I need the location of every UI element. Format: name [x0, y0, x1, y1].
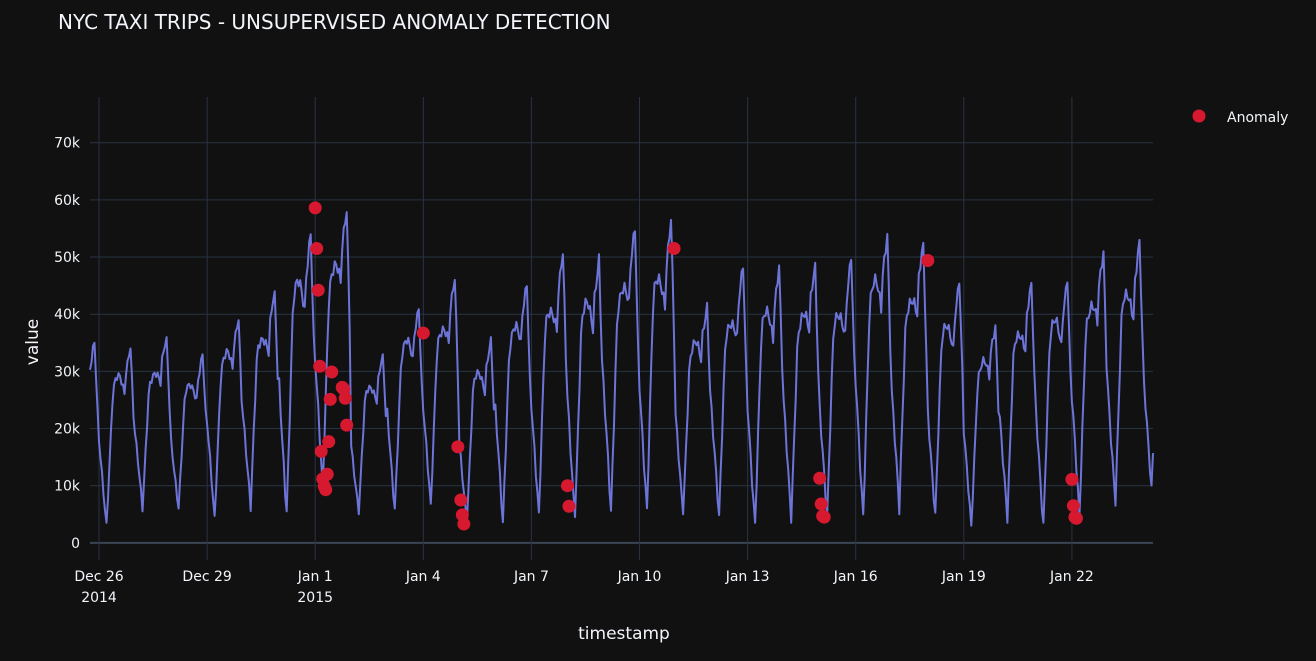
x-tick-label: Jan 10 — [617, 569, 662, 585]
x-tick-year-label: 2015 — [297, 590, 333, 606]
legend-anomaly-marker — [1192, 109, 1206, 123]
series-line — [89, 211, 1154, 527]
anomaly-point — [457, 517, 471, 531]
grid — [90, 97, 1153, 560]
y-tick-label: 10k — [54, 479, 81, 495]
anomaly-point — [1069, 511, 1083, 525]
y-tick-label: 30k — [54, 364, 81, 380]
anomaly-point — [560, 479, 574, 493]
x-tick-label: Jan 7 — [513, 569, 549, 585]
anomaly-point — [562, 499, 576, 513]
anomaly-point — [817, 510, 831, 524]
anomaly-point — [311, 283, 325, 297]
anomaly-point — [451, 440, 465, 454]
x-tick-label: Jan 22 — [1049, 569, 1094, 585]
x-tick-label: Jan 13 — [725, 569, 770, 585]
x-tick-label: Dec 29 — [182, 569, 231, 585]
anomaly-point — [416, 326, 430, 340]
anomaly-point — [310, 241, 324, 255]
anomaly-point — [314, 444, 328, 458]
x-tick-label: Jan 1 — [297, 569, 333, 585]
anomaly-point — [338, 391, 352, 405]
anomaly-point — [1066, 499, 1080, 513]
legend[interactable]: Anomaly — [1192, 109, 1289, 127]
anomaly-point — [340, 418, 354, 432]
x-tick-label: Jan 4 — [405, 569, 441, 585]
series-line-path — [89, 211, 1154, 527]
x-tick-label: Dec 26 — [74, 569, 123, 585]
anomaly-point — [308, 201, 322, 215]
y-tick-label: 70k — [54, 136, 81, 152]
x-axis-title: timestamp — [578, 624, 670, 644]
axis-ticks: 0 10k 20k 30k 40k 50k 60k 70k Dec 26 2014 Dec 29 Ja… — [54, 136, 1094, 606]
anomaly-point — [813, 471, 827, 485]
y-tick-label: 60k — [54, 193, 81, 209]
y-axis-title: value — [23, 319, 43, 365]
anomaly-point — [1065, 472, 1079, 486]
anomaly-point — [454, 493, 468, 507]
anomaly-point — [667, 241, 681, 255]
anomaly-point — [323, 392, 337, 406]
anomaly-point — [319, 483, 333, 497]
anomaly-point — [320, 467, 334, 481]
y-tick-label: 40k — [54, 307, 81, 323]
anomaly-points — [308, 201, 1083, 531]
anomaly-point — [313, 359, 327, 373]
x-tick-label: Jan 16 — [833, 569, 878, 585]
y-tick-label: 0 — [71, 536, 80, 552]
x-tick-year-label: 2014 — [81, 590, 117, 606]
y-tick-label: 20k — [54, 422, 81, 438]
x-tick-label: Jan 19 — [941, 569, 986, 585]
anomaly-point — [814, 497, 828, 511]
y-tick-label: 50k — [54, 250, 81, 266]
anomaly-point — [325, 365, 339, 379]
anomaly-point — [921, 253, 935, 267]
anomaly-point — [322, 435, 336, 449]
legend-anomaly-label: Anomaly — [1227, 110, 1288, 126]
chart-title: NYC TAXI TRIPS - UNSUPERVISED ANOMALY DE… — [58, 10, 611, 34]
